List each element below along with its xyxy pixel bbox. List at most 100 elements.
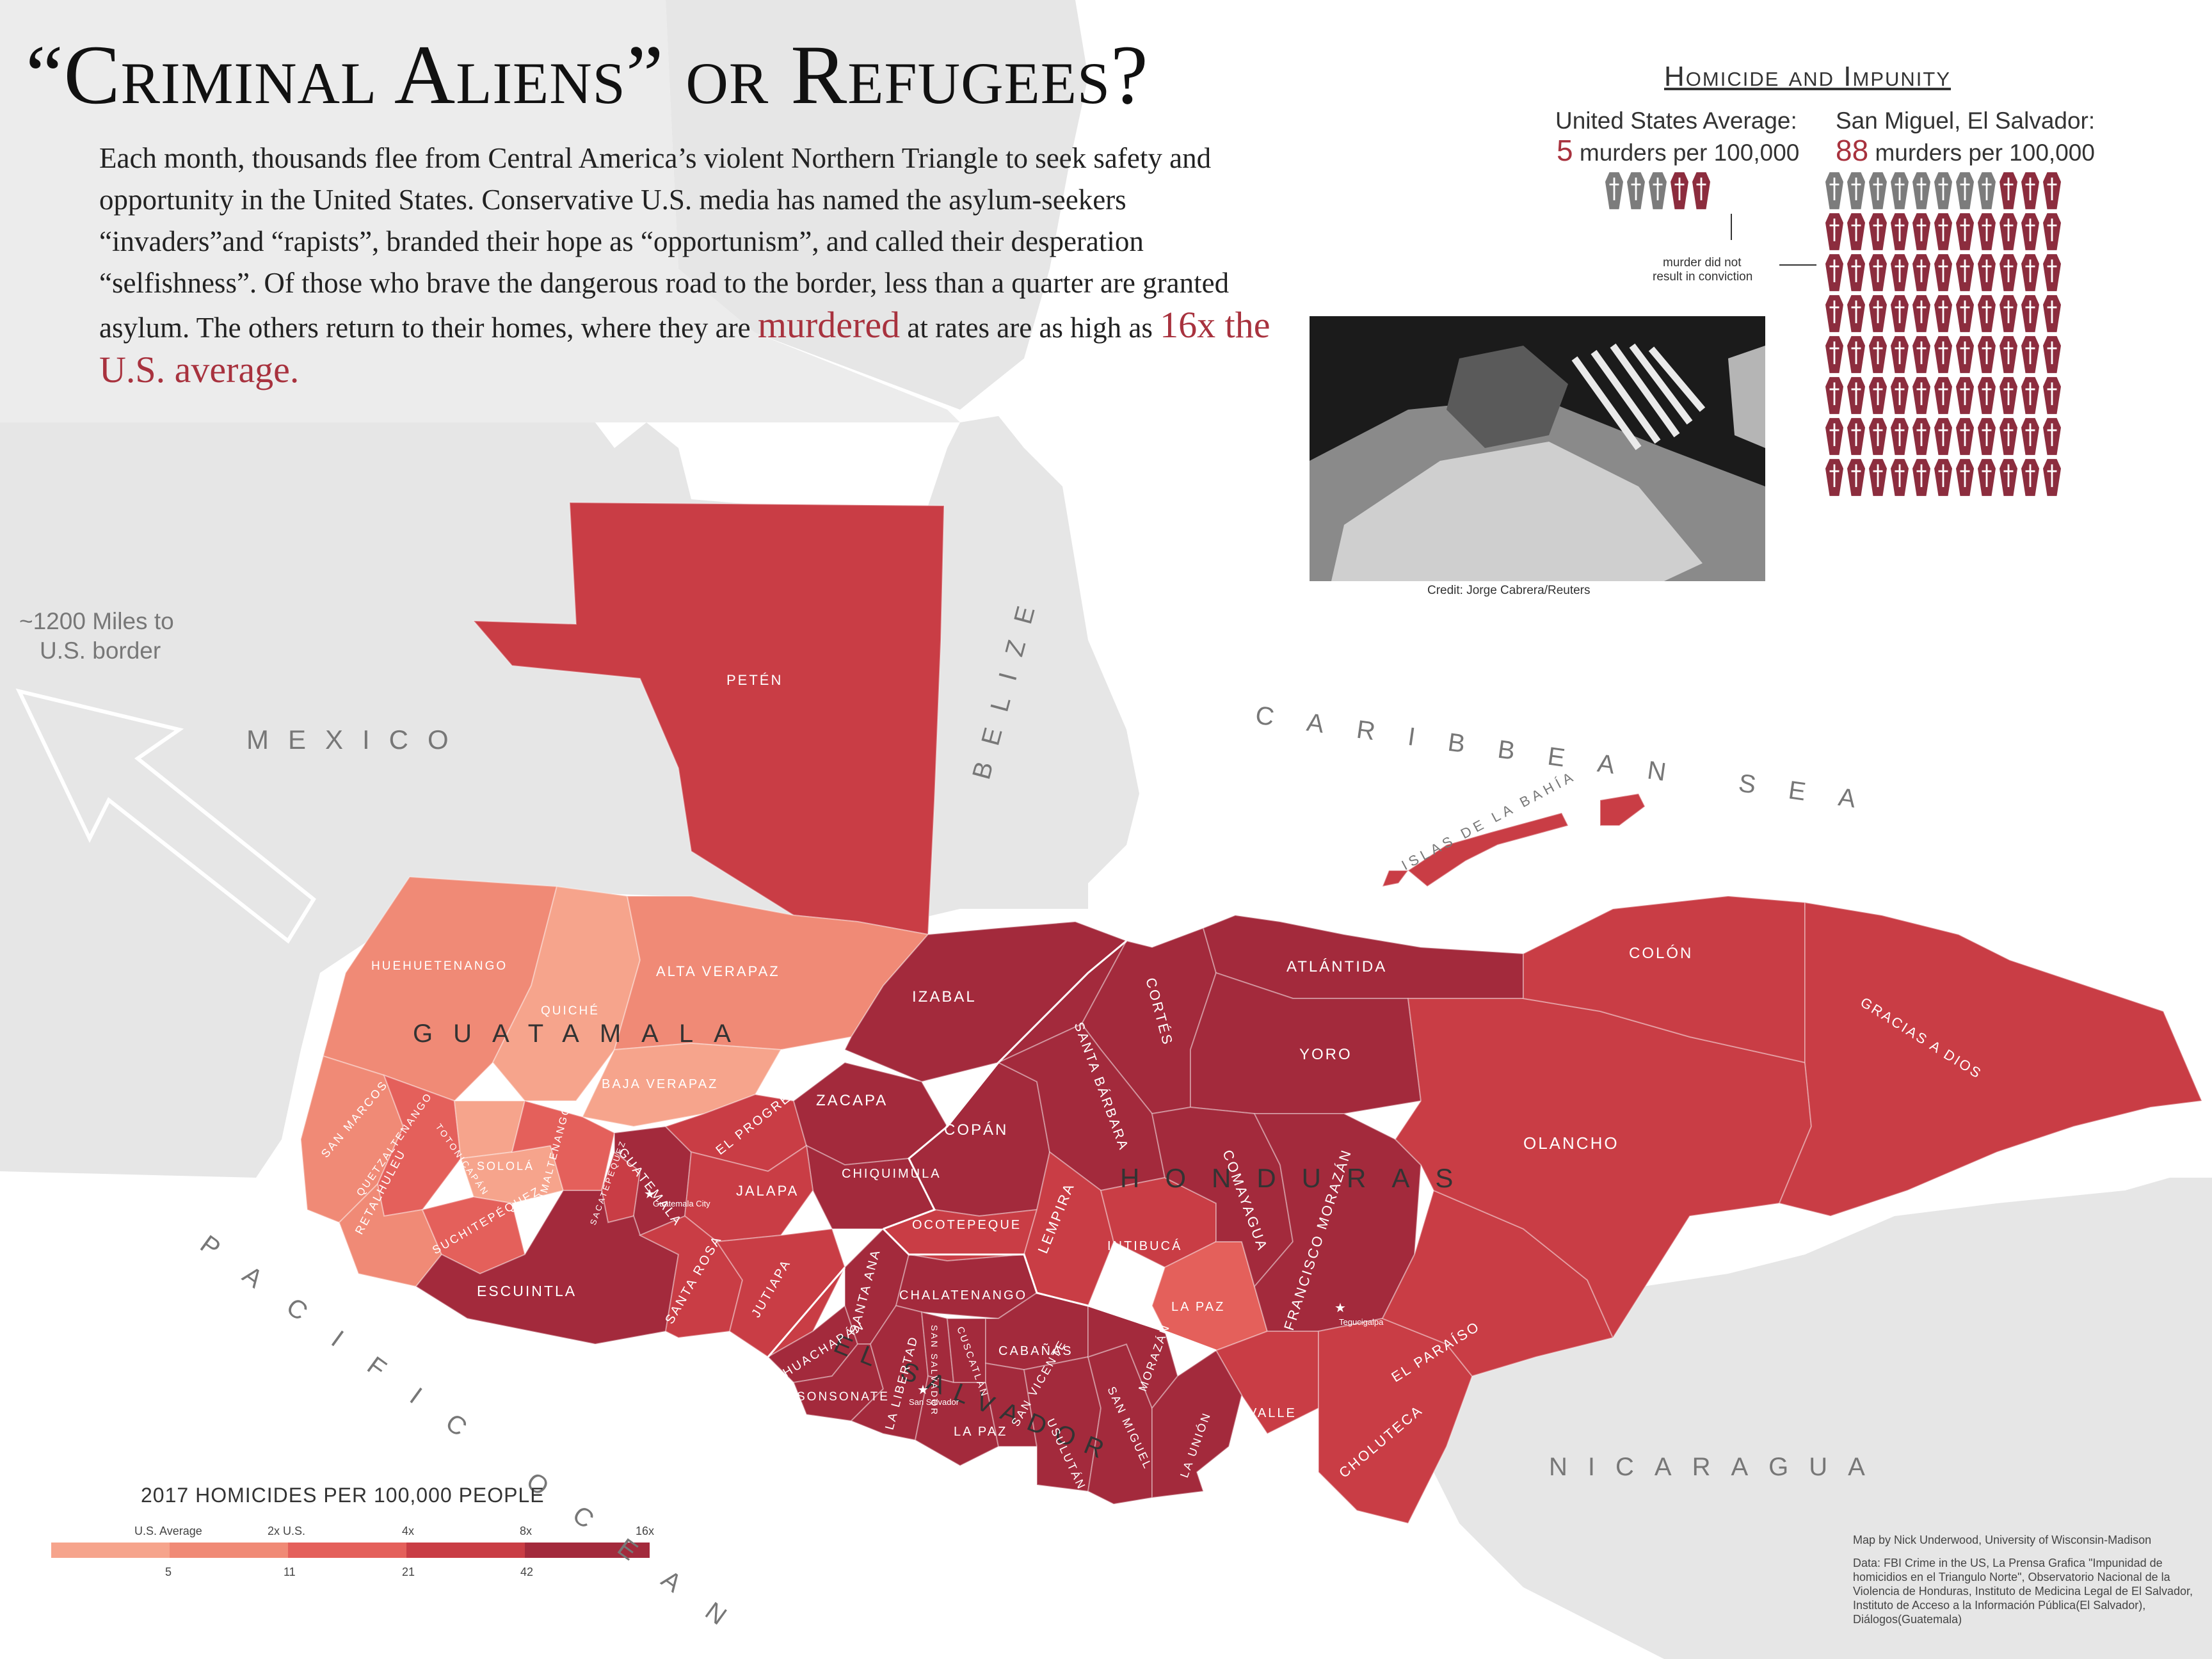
region-jalapa [684, 1144, 814, 1243]
legend-top-label-5: 16x [636, 1525, 654, 1537]
photo-credit: Credit: Jorge Cabrera/Reuters [1427, 584, 1591, 597]
coffin-icon [1934, 213, 1952, 250]
coffin-icon [1869, 336, 1887, 373]
coffin-icon [1912, 418, 1930, 455]
coffin-icon [2043, 377, 2061, 414]
label-la-paz-hn: LA PAZ [1171, 1300, 1225, 1314]
coffin-icon [2000, 377, 2017, 414]
coffin-icon [1869, 418, 1887, 455]
footer: Map by Nick Underwood, University of Wis… [1853, 1533, 2199, 1635]
coffin-icon [2000, 213, 2017, 250]
label-solola: SOLOLÁ [477, 1160, 534, 1173]
coffin-icon [1912, 213, 1930, 250]
gulf-of-fonseca [1203, 1453, 1306, 1536]
label-quiche: QUICHÉ [541, 1004, 600, 1018]
label-peten: PETÉN [726, 672, 783, 688]
coffin-icon [1869, 295, 1887, 332]
coffin-icon [2021, 213, 2039, 250]
coffin-icon [1869, 377, 1887, 414]
coffin-icon [1934, 336, 1952, 373]
coffin-icon [1825, 336, 1843, 373]
honduras-departments [882, 792, 2203, 1525]
photo-shape-2 [1331, 442, 1703, 581]
legend-bottom-label-1: 5 [165, 1566, 172, 1578]
coffin-icon [1956, 254, 1974, 291]
coffin-icon [2000, 459, 2017, 496]
label-jalapa: JALAPA [736, 1183, 799, 1199]
coffin-icon [2021, 254, 2039, 291]
photo-stripes [1571, 343, 1706, 451]
photo [1310, 316, 1765, 581]
coffin-icon [1978, 172, 1996, 209]
coffin-icon [1978, 459, 1996, 496]
coffin-icon [1847, 377, 1865, 414]
coffin-icon [1956, 295, 1974, 332]
coffin-icon [2043, 213, 2061, 250]
coffin-icon [1869, 459, 1887, 496]
coffin-icon [1605, 172, 1623, 209]
coffin-icon [1912, 295, 1930, 332]
label-huehuetenango: HUEHUETENANGO [371, 959, 508, 973]
coffin-icon [1847, 459, 1865, 496]
hn-sv-border [882, 1228, 1217, 1352]
arrow-to-us-icon [15, 688, 316, 944]
label-nicaragua: NICARAGUA [1549, 1453, 1886, 1481]
coffin-icon [1671, 172, 1688, 209]
coffin-icon [1978, 336, 1996, 373]
coffin-icon [1956, 213, 1974, 250]
legend-swatch-2 [170, 1543, 288, 1558]
arrow-label-1: ~1200 Miles to [19, 608, 174, 634]
coffin-icon [1934, 172, 1952, 209]
coffin-icon [1891, 254, 1909, 291]
coffin-icon [1869, 172, 1887, 209]
label-tegucigalpa: Tegucigalpa [1339, 1317, 1384, 1327]
legend-top-label-1: U.S. Average [134, 1525, 202, 1537]
legend-swatch-4 [406, 1543, 525, 1558]
coffin-icon [1825, 295, 1843, 332]
legend-bottom-label-4: 42 [520, 1566, 533, 1578]
coffin-icon [1891, 213, 1909, 250]
coffin-icon [1934, 254, 1952, 291]
legend-bottom-label-3: 21 [402, 1566, 415, 1578]
region-san-vicente [985, 1362, 1038, 1447]
coffin-icon [1891, 295, 1909, 332]
footer-data-sources: Data: FBI Crime in the US, La Prensa Gra… [1853, 1557, 2193, 1626]
coffin-icon [1847, 336, 1865, 373]
label-guatemala-city: Guatemala City [653, 1199, 710, 1208]
legend-bottom-label-2: 11 [284, 1566, 296, 1578]
us-average-unit: murders per 100,000 [1579, 140, 1800, 166]
coffin-icon [2043, 172, 2061, 209]
guatemala-departments [300, 501, 1128, 1358]
label-zacapa: ZACAPA [816, 1092, 888, 1109]
label-intibuca: INTIBUCÁ [1107, 1238, 1182, 1253]
coffin-icon [1869, 213, 1887, 250]
us-average-heading: United States Average: [1555, 108, 1797, 134]
coffin-icon [1891, 418, 1909, 455]
coffin-icon [2000, 295, 2017, 332]
legend-swatch-5 [525, 1543, 650, 1558]
coffin-icon [1956, 418, 1974, 455]
coffin-icon [1934, 377, 1952, 414]
san-miguel-coffin-grid [1825, 172, 2061, 496]
coffin-icon [2000, 254, 2017, 291]
coffin-icon [1825, 418, 1843, 455]
gt-hn-border [883, 940, 1127, 1230]
coffin-icon [1847, 295, 1865, 332]
coffin-icon [1869, 254, 1887, 291]
label-escuintla: ESCUINTLA [477, 1283, 577, 1299]
photo-shape-3 [1447, 346, 1568, 448]
coffin-icon [1934, 459, 1952, 496]
coffin-icon [1912, 336, 1930, 373]
legend-title: 2017 HOMICIDES PER 100,000 PEOPLE [141, 1484, 545, 1507]
coffin-icon [2021, 295, 2039, 332]
coffin-icon [2021, 377, 2039, 414]
coffin-icon [2043, 295, 2061, 332]
el-salvador-departments [767, 1228, 1243, 1505]
legend-swatch-3 [288, 1543, 406, 1558]
panel-title: Homicide and Impunity [1664, 61, 1952, 92]
coffin-icon [1978, 254, 1996, 291]
label-guatamala: GUATAMALA [413, 1020, 751, 1048]
intro-highlight-16x: 16x the U.S. average. [99, 304, 1270, 390]
note-leader-lines [1731, 214, 1816, 266]
coffin-icon [1978, 418, 1996, 455]
